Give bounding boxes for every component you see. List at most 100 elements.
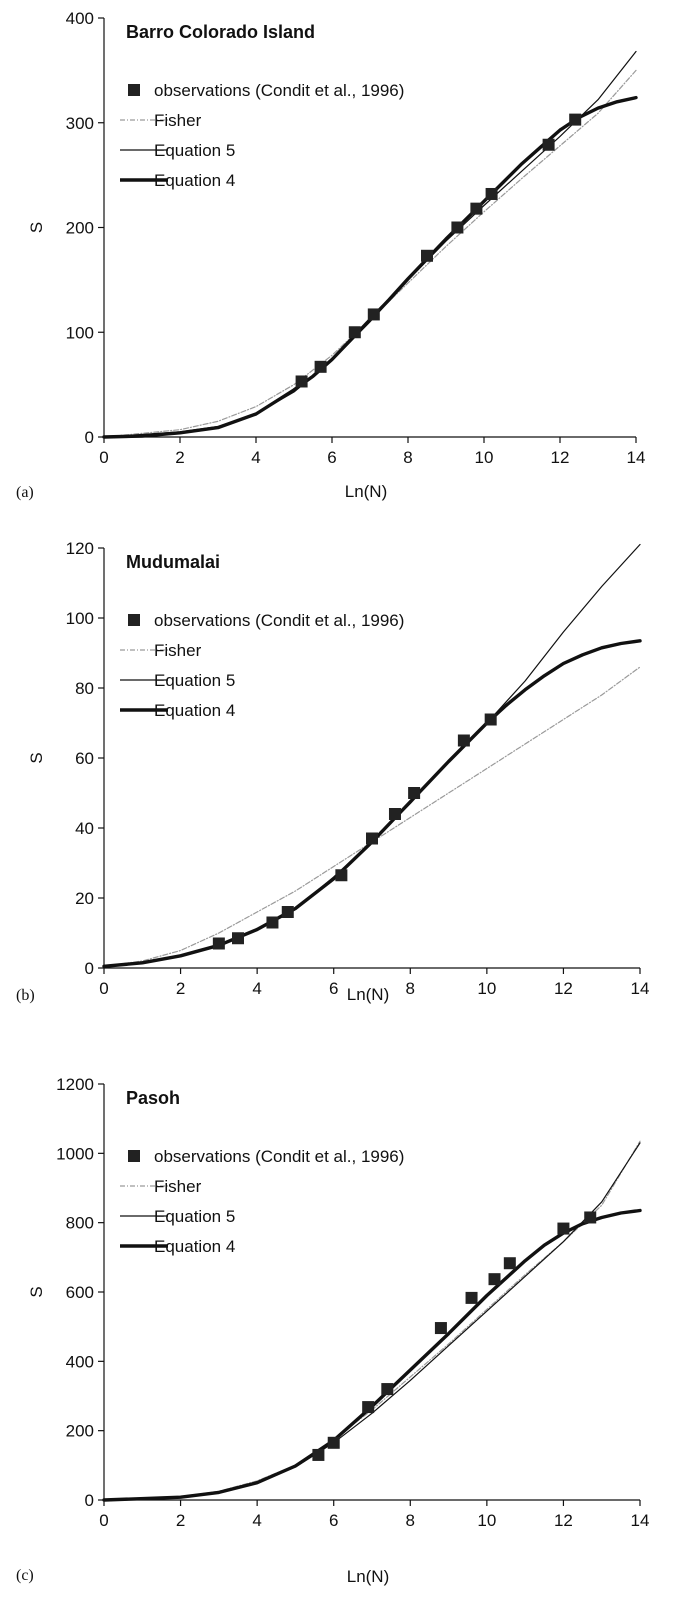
legend-label: Equation 5 — [154, 1207, 235, 1226]
legend-label: Equation 4 — [154, 171, 235, 190]
x-axis-label: Ln(N) — [347, 985, 390, 1004]
panel-letter: (b) — [16, 987, 35, 1004]
y-tick-label: 300 — [66, 114, 94, 133]
legend-marker-observations — [128, 614, 140, 626]
data-point — [470, 202, 483, 215]
y-tick-label: 1000 — [56, 1144, 94, 1163]
data-point — [584, 1211, 597, 1224]
data-point — [408, 787, 421, 799]
data-point — [434, 1322, 447, 1335]
legend-label: Fisher — [154, 641, 202, 660]
x-tick-label: 8 — [406, 1511, 415, 1530]
y-tick-label: 60 — [75, 749, 94, 768]
y-tick-label: 400 — [66, 9, 94, 28]
x-tick-label: 10 — [475, 448, 494, 467]
legend-label: Equation 4 — [154, 701, 235, 720]
y-tick-label: 200 — [66, 219, 94, 238]
y-tick-label: 400 — [66, 1352, 94, 1371]
x-axis-label: Ln(N) — [345, 482, 388, 501]
x-tick-label: 12 — [554, 1511, 573, 1530]
legend-label: Fisher — [154, 1177, 202, 1196]
x-tick-label: 12 — [551, 448, 570, 467]
data-point — [569, 113, 582, 126]
x-tick-label: 8 — [406, 979, 415, 998]
x-tick-label: 14 — [631, 1511, 650, 1530]
series-line-equation-5 — [103, 543, 641, 967]
legend-label: Equation 4 — [154, 1237, 235, 1256]
chart-panel-3: 0 200 400 600 800 1000 1200 0 2 4 6 8 10 12 14 Ln(N) S (c… — [16, 1075, 649, 1586]
legend-label: observations (Condit et al., 1996) — [154, 1147, 404, 1166]
x-tick-label: 10 — [477, 979, 496, 998]
y-tick-label: 200 — [66, 1422, 94, 1441]
x-tick-label: 2 — [176, 1511, 185, 1530]
panel-letter: (c) — [16, 1567, 34, 1584]
data-point — [232, 932, 244, 945]
x-tick-label: 0 — [99, 979, 108, 998]
data-point — [335, 869, 348, 882]
data-point — [367, 308, 380, 321]
data-point — [362, 1401, 375, 1414]
legend-label: observations (Condit et al., 1996) — [154, 81, 404, 100]
y-tick-label: 40 — [75, 819, 94, 838]
y-axis-label: S — [27, 222, 46, 233]
data-point — [314, 360, 327, 373]
x-tick-label: 6 — [329, 979, 338, 998]
y-tick-label: 1200 — [56, 1075, 94, 1094]
data-point — [212, 937, 225, 950]
series-line-fisher — [103, 666, 641, 967]
series-line-equation-5 — [103, 50, 637, 438]
x-tick-label: 0 — [99, 1511, 108, 1530]
data-point — [266, 916, 279, 929]
data-point — [488, 1273, 501, 1286]
data-point — [421, 249, 433, 262]
data-point — [542, 138, 555, 151]
legend-marker-observations — [128, 84, 140, 96]
chart-title: Barro Colorado Island — [126, 22, 315, 42]
x-tick-label: 14 — [631, 979, 650, 998]
data-point — [451, 221, 464, 234]
x-tick-label: 2 — [175, 448, 184, 467]
data-point — [457, 734, 470, 747]
data-point — [381, 1383, 394, 1396]
data-point — [295, 375, 308, 388]
y-tick-label: 120 — [66, 539, 94, 558]
data-point — [281, 906, 294, 918]
data-point — [388, 808, 401, 820]
y-tick-label: 80 — [75, 679, 94, 698]
data-point — [348, 326, 361, 339]
x-tick-label: 4 — [252, 979, 261, 998]
series-line-equation-5 — [103, 1142, 641, 1501]
x-tick-label: 8 — [403, 448, 412, 467]
x-tick-label: 0 — [99, 448, 108, 467]
x-tick-label: 4 — [251, 448, 260, 467]
data-point — [366, 832, 378, 845]
data-point — [557, 1222, 570, 1235]
x-tick-label: 6 — [327, 448, 336, 467]
chart-panel-2: 0 20 40 60 80 100 120 0 2 4 6 8 10 12 14 Ln(N) S (b) Mudum… — [16, 539, 649, 1004]
x-tick-label: 4 — [252, 1511, 261, 1530]
y-axis-label: S — [27, 752, 46, 763]
y-tick-label: 600 — [66, 1283, 94, 1302]
y-axis-label: S — [27, 1286, 46, 1297]
legend-label: Equation 5 — [154, 671, 235, 690]
chart-title: Pasoh — [126, 1088, 180, 1108]
legend-label: Fisher — [154, 111, 202, 130]
y-tick-label: 0 — [85, 1491, 94, 1510]
legend-label: observations (Condit et al., 1996) — [154, 611, 404, 630]
chart-panel-1: 0 100 200 300 400 0 2 4 6 8 10 12 14 Ln(N) S (a) Barro C… — [16, 9, 645, 501]
series-line-fisher — [103, 69, 637, 438]
legend-label: Equation 5 — [154, 141, 235, 160]
data-point — [465, 1291, 478, 1304]
y-tick-label: 100 — [66, 323, 94, 342]
data-point — [503, 1257, 516, 1270]
y-tick-label: 800 — [66, 1214, 94, 1233]
y-tick-label: 0 — [85, 428, 94, 447]
y-tick-label: 20 — [75, 889, 94, 908]
x-tick-label: 10 — [477, 1511, 496, 1530]
y-tick-label: 0 — [85, 959, 94, 978]
x-tick-label: 14 — [627, 448, 646, 467]
series-line-equation-4 — [102, 95, 638, 439]
legend-marker-observations — [128, 1150, 140, 1162]
data-point — [484, 713, 497, 726]
